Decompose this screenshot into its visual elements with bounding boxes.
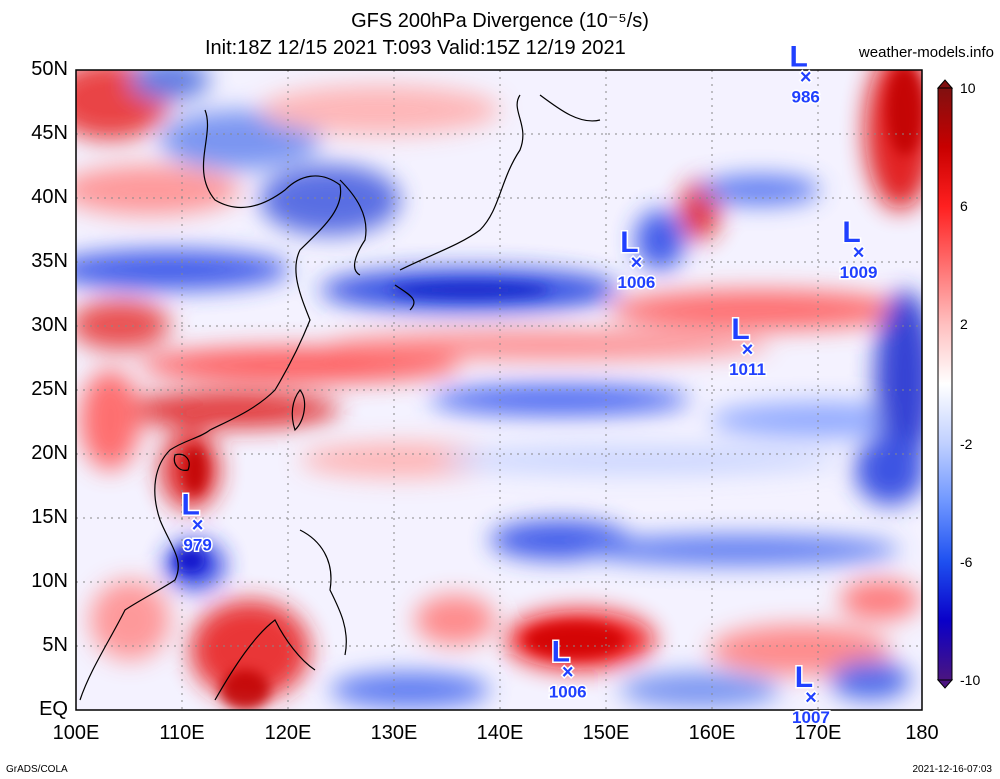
low-center-mark: × — [853, 242, 865, 264]
lat-label-30n: 30N — [31, 314, 68, 336]
low-letter: L — [620, 226, 638, 259]
low-pressure-value: 986 — [791, 87, 819, 106]
lon-label-150e: 150E — [582, 722, 630, 744]
low-letter: L — [552, 636, 570, 669]
colorbar-label-10: 10 — [960, 80, 976, 96]
lat-label-15n: 15N — [31, 506, 68, 528]
lat-label-20n: 20N — [31, 442, 68, 464]
low-pressure-value: 1006 — [618, 273, 656, 292]
low-center-mark: × — [631, 252, 643, 274]
pressure-center-6: L×1007 — [791, 660, 832, 729]
low-pressure-value: 979 — [183, 535, 211, 554]
pressure-center-2: L×1009 — [838, 214, 879, 283]
divergence-field — [76, 70, 922, 710]
low-pressure-value: 1011 — [729, 360, 766, 379]
lon-label-170e: 170E — [794, 722, 842, 744]
low-center-mark: × — [805, 687, 817, 709]
lat-label-eq: EQ — [39, 698, 68, 720]
map-title: GFS 200hPa Divergence (10⁻⁵/s) — [351, 10, 649, 32]
pressure-center-0: L×986 — [788, 39, 821, 108]
map-subtitle: Init:18Z 12/15 2021 T:093 Valid:15Z 12/1… — [205, 37, 626, 59]
lat-label-25n: 25N — [31, 378, 68, 400]
pressure-center-1: L×1006 — [616, 225, 657, 294]
graticule — [76, 70, 922, 710]
plot-frame — [75, 69, 923, 711]
lat-label-50n: 50N — [31, 58, 68, 80]
lat-label-5n: 5N — [42, 634, 68, 656]
lon-label-140e: 140E — [476, 722, 524, 744]
lon-label-130e: 130E — [370, 722, 418, 744]
site-label: weather-models.info — [858, 44, 994, 61]
pressure-center-5: L×1006 — [547, 634, 588, 703]
coastlines — [79, 94, 601, 701]
colorbar-label-2: 2 — [960, 316, 968, 332]
lon-label-180: 180 — [905, 722, 939, 744]
lat-label-40n: 40N — [31, 186, 68, 208]
low-center-mark: × — [800, 66, 812, 88]
lat-label-35n: 35N — [31, 250, 68, 272]
low-pressure-value: 1009 — [840, 263, 878, 282]
colorbar-bottom-arrow — [936, 679, 954, 689]
footer-left: GrADS/COLA — [6, 764, 68, 775]
low-letter: L — [842, 216, 860, 249]
lon-label-160e: 160E — [688, 722, 736, 744]
pressure-center-4: L×979 — [180, 487, 213, 556]
low-letter: L — [790, 40, 808, 73]
lat-label-45n: 45N — [31, 122, 68, 144]
lon-label-120e: 120E — [264, 722, 312, 744]
lon-label-110e: 110E — [159, 722, 205, 744]
colorbar-label-m6: -6 — [960, 554, 973, 570]
footer-right: 2021-12-16-07:03 — [912, 764, 992, 775]
low-letter: L — [731, 313, 749, 346]
low-center-mark: × — [192, 514, 204, 536]
lon-label-100e: 100E — [52, 722, 100, 744]
low-center-mark: × — [562, 662, 574, 684]
colorbar-label-m10: -10 — [960, 672, 981, 688]
colorbar-label-m2: -2 — [960, 436, 973, 452]
colorbar-label-6: 6 — [960, 198, 968, 214]
lat-label-10n: 10N — [31, 570, 68, 592]
colorbar-top-arrow — [936, 79, 954, 89]
low-letter: L — [795, 661, 813, 694]
pressure-center-3: L×1011 — [728, 312, 768, 381]
colorbar — [937, 87, 953, 681]
low-pressure-value: 1006 — [549, 683, 587, 702]
low-center-mark: × — [742, 339, 754, 361]
low-letter: L — [181, 488, 199, 521]
low-pressure-value: 1007 — [792, 708, 830, 727]
